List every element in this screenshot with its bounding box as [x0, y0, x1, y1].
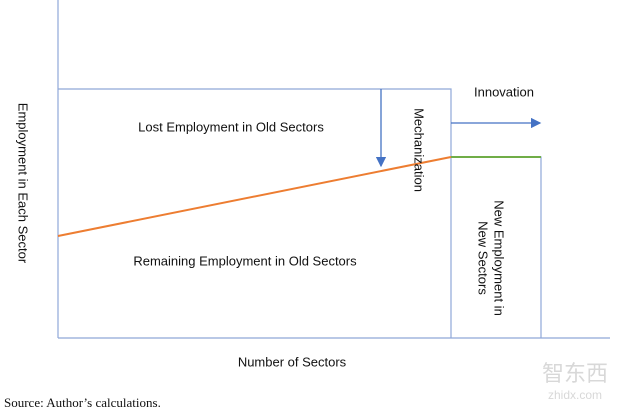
- x-axis-label: Number of Sectors: [238, 354, 347, 369]
- axes: [57, 0, 610, 339]
- watermark-brand: 智东西: [542, 361, 608, 386]
- source-note: Source: Author’s calculations.: [4, 395, 161, 410]
- old-sector-box: [58, 88, 452, 338]
- remaining-label: Remaining Employment in Old Sectors: [133, 253, 357, 268]
- y-axis-label: Employment in Each Sector: [16, 103, 31, 264]
- new-label-line: New Employment in: [492, 200, 507, 316]
- lost-label: Lost Employment in Old Sectors: [138, 119, 324, 134]
- new-label-line: New Sectors: [476, 221, 491, 295]
- watermark-url: zhidx.com: [548, 388, 602, 402]
- employment-line: [57, 156, 452, 237]
- innovation-label: Innovation: [474, 84, 534, 99]
- mechanization-label: Mechanization: [412, 108, 427, 192]
